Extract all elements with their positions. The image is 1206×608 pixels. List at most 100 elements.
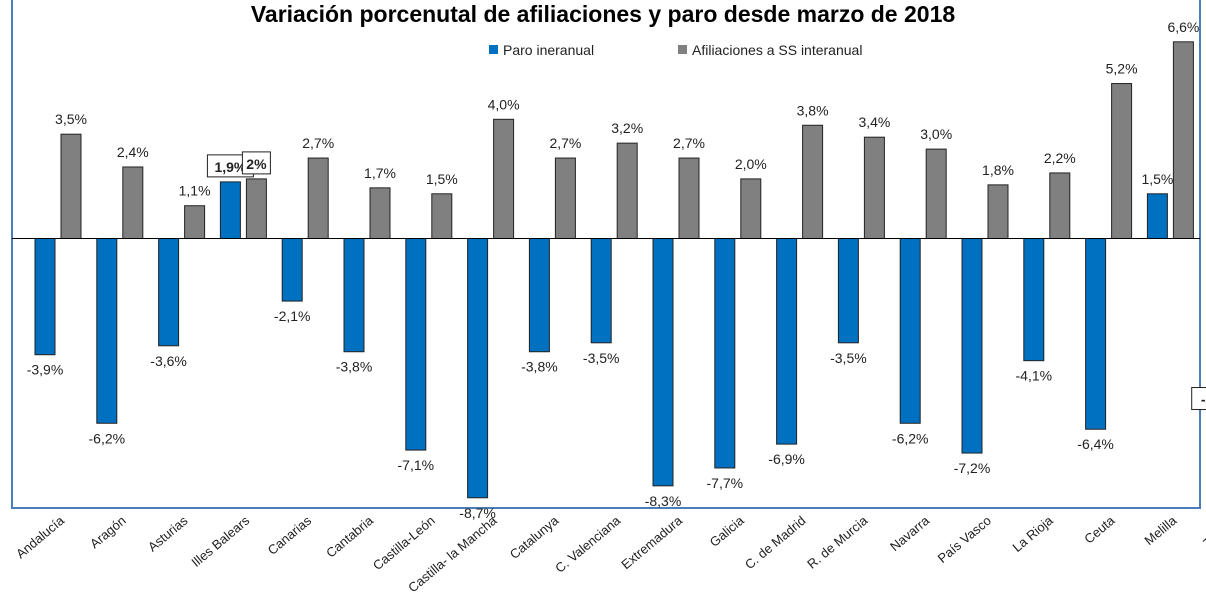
bar-paro-9	[590, 238, 612, 344]
data-label-paro-2: -3,6%	[150, 353, 187, 369]
data-label-afiliaciones-16: 2,2%	[1044, 150, 1076, 166]
data-label-paro-17: -6,4%	[1077, 436, 1114, 452]
data-label-paro-7: -8,7%	[459, 505, 496, 521]
bar-paro-3	[219, 181, 241, 240]
data-label-afiliaciones-17: 5,2%	[1106, 61, 1138, 77]
bar-paro-5	[343, 238, 365, 353]
category-label-9: C. Valenciana	[552, 512, 623, 575]
category-label-19: TOTAL	[1200, 513, 1206, 551]
data-label-afiliaciones-11: 2,0%	[735, 156, 767, 172]
category-label-15: País Vasco	[935, 513, 994, 566]
bar-afiliaciones-17	[1111, 83, 1133, 240]
category-label-14: Navarra	[887, 512, 933, 554]
category-label-18: Melilla	[1141, 512, 1179, 548]
bar-afiliaciones-2	[184, 205, 206, 239]
data-label-afiliaciones-6: 1,5%	[426, 171, 458, 187]
legend-swatch-paro	[489, 45, 498, 54]
bar-afiliaciones-10	[678, 157, 700, 239]
data-label-paro-16: -4,1%	[1016, 368, 1053, 384]
bar-paro-4	[281, 238, 303, 302]
bar-afiliaciones-0	[60, 133, 82, 239]
legend: Paro ineranual Afiliaciones a SS interan…	[489, 42, 862, 58]
bar-afiliaciones-8	[554, 157, 576, 239]
data-label-paro-18: 1,5%	[1141, 171, 1173, 187]
data-label-afiliaciones-18: 6,6%	[1167, 19, 1199, 35]
chart-title: Variación porcenutal de afiliaciones y p…	[251, 1, 956, 27]
data-label-paro-4: -2,1%	[274, 308, 311, 324]
category-label-0: Andalucía	[13, 512, 68, 561]
bar-paro-10	[652, 238, 674, 487]
bar-afiliaciones-7	[493, 118, 515, 239]
bar-paro-0	[34, 238, 56, 356]
bar-paro-8	[528, 238, 550, 353]
legend-label-paro: Paro ineranual	[503, 42, 594, 58]
data-label-paro-15: -7,2%	[954, 460, 991, 476]
data-label-paro-3: 1,9%	[214, 159, 246, 175]
bar-afiliaciones-3	[245, 178, 267, 239]
bar-afiliaciones-12	[802, 124, 824, 239]
bar-afiliaciones-9	[616, 142, 638, 239]
data-label-afiliaciones-4: 2,7%	[302, 135, 334, 151]
data-label-paro-0: -3,9%	[27, 362, 64, 378]
data-label-afiliaciones-7: 4,0%	[488, 96, 520, 112]
data-label-paro-8: -3,8%	[521, 359, 558, 375]
bar-afiliaciones-5	[369, 187, 391, 239]
category-label-1: Aragón	[87, 513, 129, 551]
category-label-17: Ceuta	[1081, 512, 1118, 546]
bar-paro-15	[961, 238, 983, 454]
data-label-afiliaciones-5: 1,7%	[364, 165, 396, 181]
data-label-box	[1191, 387, 1206, 411]
data-label-paro-11: -7,7%	[707, 475, 744, 491]
category-label-4: Canarias	[265, 512, 315, 557]
bar-afiliaciones-15	[987, 184, 1009, 239]
bar-paro-12	[776, 238, 798, 445]
category-label-2: Asturias	[145, 512, 191, 554]
category-label-13: R. de Murcia	[804, 512, 871, 571]
data-label-afiliaciones-9: 3,2%	[611, 120, 643, 136]
data-label-paro-14: -6,2%	[892, 430, 929, 446]
category-label-16: La Rioja	[1010, 512, 1057, 555]
category-label-10: Extremadura	[618, 512, 685, 572]
data-label-paro-13: -3,5%	[830, 350, 867, 366]
bar-paro-16	[1023, 238, 1045, 362]
category-label-11: Galicia	[707, 512, 748, 550]
data-label-afiliaciones-13: 3,4%	[858, 114, 890, 130]
bar-afiliaciones-1	[122, 166, 144, 239]
data-label-afiliaciones-1: 2,4%	[117, 144, 149, 160]
data-label-box	[241, 151, 271, 175]
bar-paro-13	[837, 238, 859, 344]
data-label-afiliaciones-3: 2%	[246, 156, 267, 172]
data-label-paro-1: -6,2%	[89, 430, 126, 446]
data-label-paro-6: -7,1%	[398, 457, 435, 473]
category-label-12: C. de Madrid	[742, 513, 809, 572]
bar-afiliaciones-13	[863, 136, 885, 239]
bar-paro-17	[1085, 238, 1107, 430]
bar-paro-11	[714, 238, 736, 469]
data-label-afiliaciones-8: 2,7%	[549, 135, 581, 151]
bar-paro-7	[467, 238, 489, 499]
data-label-afiliaciones-10: 2,7%	[673, 135, 705, 151]
category-label-8: Catalunya	[507, 512, 562, 562]
data-label-paro-12: -6,9%	[768, 451, 805, 467]
category-label-5: Cantabria	[323, 512, 376, 560]
bar-paro-14	[899, 238, 921, 424]
data-label-afiliaciones-2: 1,1%	[179, 183, 211, 199]
data-label-paro-5: -3,8%	[336, 359, 373, 375]
bar-afiliaciones-14	[925, 148, 947, 240]
data-label-afiliaciones-14: 3,0%	[920, 126, 952, 142]
legend-swatch-afiliaciones	[678, 45, 687, 54]
bar-afiliaciones-4	[307, 157, 329, 239]
data-label-paro-10: -8,3%	[645, 493, 682, 509]
legend-label-afiliaciones: Afiliaciones a SS interanual	[692, 42, 862, 58]
data-label-afiliaciones-12: 3,8%	[797, 102, 829, 118]
data-label-afiliaciones-15: 1,8%	[982, 162, 1014, 178]
bar-afiliaciones-6	[431, 193, 453, 240]
bar-paro-18	[1146, 193, 1168, 240]
data-label-paro-9: -3,5%	[583, 350, 620, 366]
bar-paro-1	[96, 238, 118, 424]
data-label-afiliaciones-0: 3,5%	[55, 111, 87, 127]
bar-afiliaciones-18	[1172, 41, 1194, 239]
bar-afiliaciones-11	[740, 178, 762, 239]
bar-paro-2	[158, 238, 180, 347]
